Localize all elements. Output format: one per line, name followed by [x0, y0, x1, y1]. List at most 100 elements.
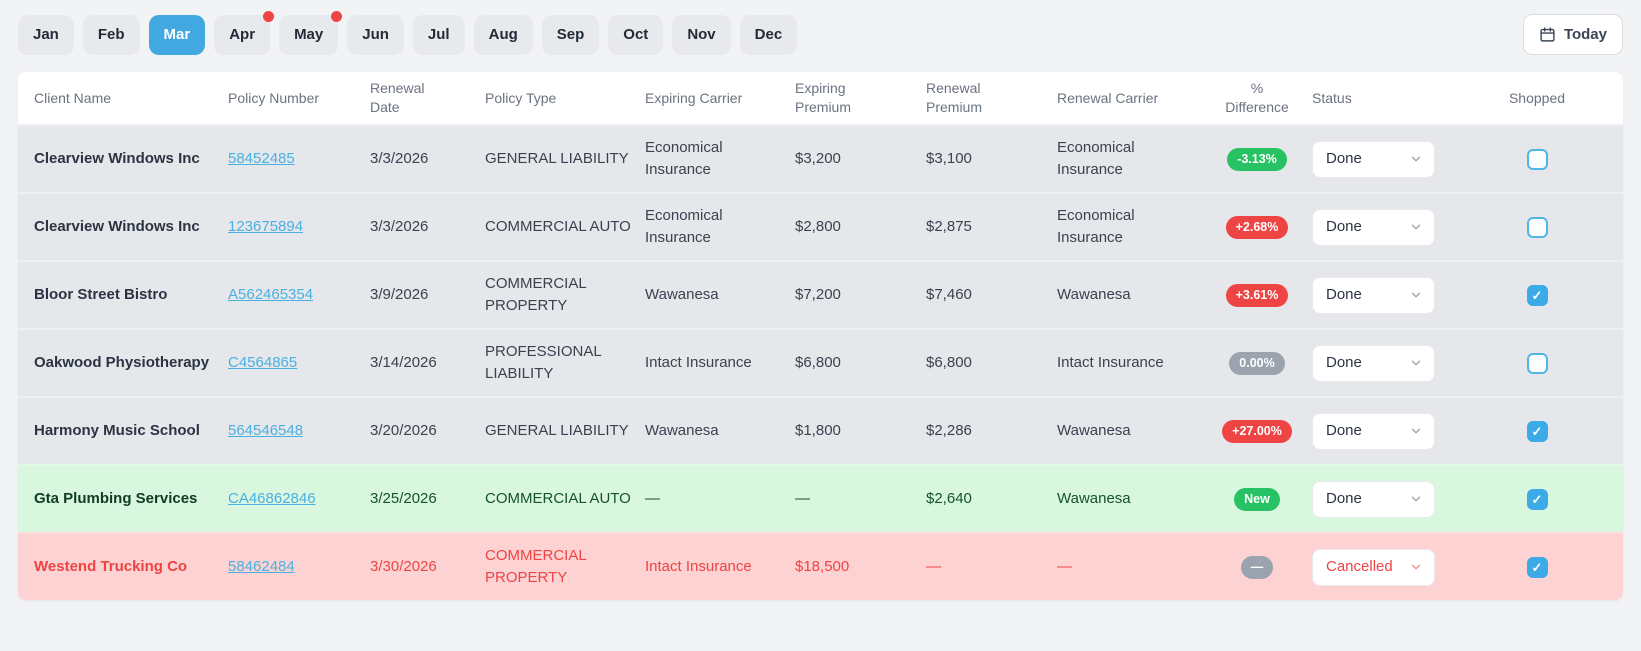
renewal-date-cell: 3/30/2026 — [370, 546, 485, 588]
policy-number-cell: CA46862846 — [228, 478, 370, 520]
header-label: Renewal Carrier — [1057, 89, 1158, 108]
renewals-table: Client NamePolicy NumberRenewal DatePoli… — [18, 72, 1623, 600]
status-select-value: Done — [1326, 216, 1362, 238]
renewal-carrier-cell: Wawanesa — [1057, 478, 1202, 520]
status-select[interactable]: Cancelled — [1312, 549, 1435, 586]
month-tab-jan[interactable]: Jan — [18, 15, 74, 55]
policy-number-link[interactable]: A562465354 — [228, 286, 313, 303]
policy-number-link[interactable]: CA46862846 — [228, 490, 316, 507]
status-select[interactable]: Done — [1312, 277, 1435, 314]
month-tab-nov[interactable]: Nov — [672, 15, 730, 55]
difference-cell: +3.61% — [1202, 274, 1312, 317]
client-name-cell: Clearview Windows Inc — [34, 206, 228, 248]
header-cell-shopped: Shopped — [1467, 89, 1607, 108]
policy-type-cell: PROFESSIONAL LIABILITY — [485, 331, 645, 395]
status-cell: Done — [1312, 471, 1467, 528]
client-name-cell: Oakwood Physiotherapy — [34, 342, 228, 384]
status-select-value: Done — [1326, 148, 1362, 170]
header-cell-renewal_carrier: Renewal Carrier — [1057, 89, 1202, 108]
expiring-premium-cell: $2,800 — [795, 206, 926, 248]
header-label: Policy Type — [485, 89, 556, 108]
policy-number-cell: 58462484 — [228, 546, 370, 588]
status-cell: Done — [1312, 131, 1467, 188]
policy-number-link[interactable]: C4564865 — [228, 354, 297, 371]
status-select[interactable]: Done — [1312, 413, 1435, 450]
shopped-checkbox[interactable]: ✓ — [1527, 353, 1548, 374]
policy-number-link[interactable]: 123675894 — [228, 218, 303, 235]
month-tab-sep[interactable]: Sep — [542, 15, 600, 55]
header-label: Status — [1312, 89, 1352, 108]
renewal-premium-cell: $3,100 — [926, 138, 1057, 180]
month-tab-feb[interactable]: Feb — [83, 15, 140, 55]
shopped-cell: ✓ — [1467, 275, 1607, 316]
policy-number-link[interactable]: 58462484 — [228, 558, 295, 575]
month-tab-jun[interactable]: Jun — [347, 15, 404, 55]
shopped-checkbox[interactable]: ✓ — [1527, 557, 1548, 578]
status-select[interactable]: Done — [1312, 141, 1435, 178]
shopped-cell: ✓ — [1467, 343, 1607, 384]
renewal-premium-cell: $6,800 — [926, 342, 1057, 384]
month-tab-dec[interactable]: Dec — [740, 15, 798, 55]
month-tab-mar[interactable]: Mar — [149, 15, 206, 55]
calendar-icon — [1539, 26, 1556, 43]
policy-number-link[interactable]: 564546548 — [228, 422, 303, 439]
status-select-value: Cancelled — [1326, 556, 1393, 578]
shopped-cell: ✓ — [1467, 479, 1607, 520]
difference-badge: — — [1241, 556, 1274, 579]
expiring-premium-cell: $18,500 — [795, 546, 926, 588]
table-row: Bloor Street Bistro A562465354 3/9/2026 … — [18, 260, 1623, 328]
renewal-carrier-cell: Wawanesa — [1057, 274, 1202, 316]
policy-type-cell: COMMERCIAL PROPERTY — [485, 535, 645, 599]
status-cell: Done — [1312, 267, 1467, 324]
month-tab-aug[interactable]: Aug — [474, 15, 533, 55]
shopped-checkbox[interactable]: ✓ — [1527, 217, 1548, 238]
client-name-cell: Gta Plumbing Services — [34, 478, 228, 520]
policy-number-link[interactable]: 58452485 — [228, 150, 295, 167]
expiring-carrier-cell: Wawanesa — [645, 274, 795, 316]
client-name-cell: Bloor Street Bistro — [34, 274, 228, 316]
header-cell-difference: % Difference — [1202, 79, 1312, 117]
today-button-label: Today — [1564, 26, 1607, 43]
renewal-premium-cell: $7,460 — [926, 274, 1057, 316]
shopped-checkbox[interactable]: ✓ — [1527, 421, 1548, 442]
expiring-carrier-cell: — — [645, 478, 795, 520]
header-cell-renewal_date: Renewal Date — [370, 79, 485, 117]
difference-cell: — — [1202, 546, 1312, 589]
renewal-date-cell: 3/20/2026 — [370, 410, 485, 452]
header-label: Policy Number — [228, 89, 319, 108]
shopped-checkbox[interactable]: ✓ — [1527, 489, 1548, 510]
check-icon: ✓ — [1532, 493, 1543, 506]
chevron-down-icon — [1409, 152, 1423, 166]
difference-badge: New — [1234, 488, 1280, 511]
renewal-carrier-cell: Intact Insurance — [1057, 342, 1202, 384]
header-cell-status: Status — [1312, 89, 1467, 108]
month-tab-jul[interactable]: Jul — [413, 15, 465, 55]
notification-dot — [263, 11, 274, 22]
month-tab-may[interactable]: May — [279, 15, 338, 55]
month-tab-oct[interactable]: Oct — [608, 15, 663, 55]
chevron-down-icon — [1409, 492, 1423, 506]
status-select[interactable]: Done — [1312, 481, 1435, 518]
chevron-down-icon — [1409, 288, 1423, 302]
difference-cell: +2.68% — [1202, 206, 1312, 249]
status-select[interactable]: Done — [1312, 345, 1435, 382]
policy-number-cell: 564546548 — [228, 410, 370, 452]
shopped-checkbox[interactable]: ✓ — [1527, 149, 1548, 170]
policy-type-cell: COMMERCIAL AUTO — [485, 478, 645, 520]
renewal-carrier-cell: — — [1057, 546, 1202, 588]
renewal-premium-cell: $2,640 — [926, 478, 1057, 520]
chevron-down-icon — [1409, 560, 1423, 574]
policy-type-cell: COMMERCIAL PROPERTY — [485, 263, 645, 327]
expiring-carrier-cell: Wawanesa — [645, 410, 795, 452]
client-name-cell: Harmony Music School — [34, 410, 228, 452]
shopped-cell: ✓ — [1467, 547, 1607, 588]
month-tab-apr[interactable]: Apr — [214, 15, 270, 55]
header-label: Shopped — [1509, 89, 1565, 108]
shopped-checkbox[interactable]: ✓ — [1527, 285, 1548, 306]
difference-cell: +27.00% — [1202, 410, 1312, 453]
expiring-premium-cell: — — [795, 478, 926, 520]
client-name-cell: Westend Trucking Co — [34, 546, 228, 588]
status-select[interactable]: Done — [1312, 209, 1435, 246]
difference-cell: -3.13% — [1202, 138, 1312, 181]
today-button[interactable]: Today — [1523, 14, 1623, 55]
